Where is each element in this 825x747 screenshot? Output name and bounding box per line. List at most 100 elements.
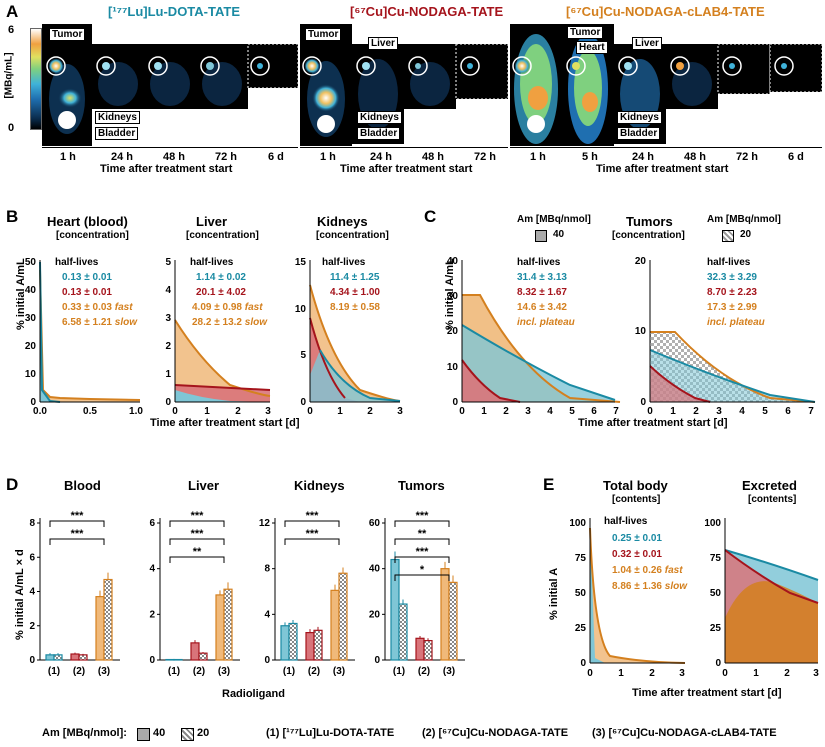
d1-sig-bracket-1 bbox=[49, 538, 105, 545]
g3-t1: 5 h bbox=[582, 151, 598, 163]
legend-am1-swatch bbox=[137, 728, 150, 741]
d2-cat-2: (3) bbox=[218, 666, 230, 677]
d3-ytick-0: 0 bbox=[264, 655, 270, 666]
c1-xtick-3: 3 bbox=[525, 406, 531, 417]
d2-ytick-1: 2 bbox=[149, 609, 155, 620]
c1-ytick-2: 20 bbox=[447, 326, 459, 337]
d4-sig-3: * bbox=[420, 564, 425, 576]
e2-xtick-2: 2 bbox=[784, 668, 790, 679]
b2-ytick-3: 3 bbox=[165, 313, 171, 324]
d3-bar-40-2 bbox=[330, 589, 340, 661]
g2-t1: 24 h bbox=[370, 151, 393, 163]
d1-cat-1: (2) bbox=[73, 666, 85, 677]
d2-sig-bracket-0 bbox=[169, 520, 225, 527]
d1-ytick-0: 0 bbox=[29, 655, 35, 666]
d1-ytick-2: 4 bbox=[29, 587, 35, 598]
c2-hl-1: 8.70 ± 2.23 bbox=[707, 287, 757, 298]
g3-t3: 48 h bbox=[684, 151, 707, 163]
e-ylabel: % initial A bbox=[548, 567, 560, 620]
b1-title: Heart (blood) bbox=[47, 214, 128, 229]
b1-ytick-1: 10 bbox=[25, 369, 37, 380]
d1-cat-0: (1) bbox=[48, 666, 60, 677]
b2-hl-3: 28.2 ± 13.2 slow bbox=[192, 317, 267, 328]
g1-bladder-label: Bladder bbox=[95, 127, 139, 140]
d2-cat-1: (2) bbox=[193, 666, 205, 677]
g3-heart-label: Heart bbox=[576, 41, 608, 54]
imaging-strip bbox=[42, 24, 822, 146]
d4-ytick-1: 20 bbox=[369, 609, 381, 620]
b1-ytick-4: 40 bbox=[25, 285, 37, 296]
group3-images bbox=[510, 24, 822, 146]
e-hl-0: 0.25 ± 0.01 bbox=[612, 533, 662, 544]
b1-hl-0: 0.13 ± 0.01 bbox=[62, 272, 112, 283]
panel-e-letter: E bbox=[543, 475, 555, 494]
e2-ytick-0: 0 bbox=[715, 658, 721, 669]
b2-xtick-0: 0 bbox=[172, 406, 178, 417]
b3-xtick-2: 2 bbox=[367, 406, 373, 417]
legend-item-1: (1) [¹⁷⁷Lu]Lu-DOTA-TATE bbox=[266, 727, 395, 739]
b3-hl-2: 8.19 ± 0.58 bbox=[330, 302, 380, 313]
d2-ytick-2: 4 bbox=[149, 564, 155, 575]
c2-xtick-3: 3 bbox=[716, 406, 722, 417]
b3-ytick-1: 5 bbox=[300, 350, 306, 361]
d3-title: Kidneys bbox=[294, 478, 345, 493]
d3-bar-40-1 bbox=[305, 631, 315, 661]
panel-e-plots: 0 25 50 75 100 0 1 2 3 0 25 50 75 100 0 … bbox=[569, 518, 819, 679]
g3-t2: 24 h bbox=[632, 151, 655, 163]
b1-xtick-1: 0.5 bbox=[83, 406, 97, 417]
b1-sub: [concentration] bbox=[56, 230, 129, 241]
d2-bar-20-1 bbox=[198, 652, 208, 661]
b2-hl-2: 4.09 ± 0.98 fast bbox=[192, 302, 263, 313]
b1-ytick-5: 50 bbox=[25, 257, 37, 268]
g3-tumor-label: Tumor bbox=[567, 26, 604, 39]
d2-sig-0: *** bbox=[191, 510, 205, 522]
c1-hl-2: 14.6 ± 3.42 bbox=[517, 302, 567, 313]
g1-t1: 24 h bbox=[111, 151, 134, 163]
b-xlabel: Time after treatment start [d] bbox=[150, 417, 300, 429]
d1-cat-2: (3) bbox=[98, 666, 110, 677]
g3-liver-label: Liver bbox=[632, 37, 662, 50]
panel-d-letter: D bbox=[6, 475, 19, 494]
d3-cat-2: (3) bbox=[333, 666, 345, 677]
g3-kidneys-label: Kidneys bbox=[617, 111, 662, 124]
g1-axis bbox=[42, 147, 298, 148]
c2-ytick-1: 10 bbox=[635, 326, 647, 337]
d1-bar-20-0 bbox=[53, 654, 63, 661]
b3-xtick-3: 3 bbox=[397, 406, 403, 417]
d2-cat-0: (1) bbox=[168, 666, 180, 677]
c1-hl-1: 8.32 ± 1.67 bbox=[517, 287, 567, 298]
d4-cat-1: (2) bbox=[418, 666, 430, 677]
d3-bar-20-0 bbox=[288, 622, 298, 661]
c1-ytick-0: 0 bbox=[452, 397, 458, 408]
g3-axis bbox=[510, 147, 822, 148]
g3-t4: 72 h bbox=[736, 151, 759, 163]
c1-plot: 0 10 20 30 40 0 1 2 3 4 5 6 7 bbox=[447, 256, 621, 417]
c2-xtick-1: 1 bbox=[670, 406, 676, 417]
legend-am1: 40 bbox=[153, 727, 166, 739]
b3-sub: [concentration] bbox=[316, 230, 389, 241]
d4-ytick-3: 60 bbox=[369, 518, 381, 529]
g2-t0: 1 h bbox=[320, 151, 336, 163]
g1-t4: 6 d bbox=[268, 151, 284, 163]
legend-am2-swatch bbox=[181, 728, 194, 741]
colorbar bbox=[30, 28, 42, 130]
panel-b-letter: B bbox=[6, 207, 19, 226]
e1-ytick-1: 25 bbox=[575, 623, 587, 634]
b1-hl-2: 0.33 ± 0.03 fast bbox=[62, 302, 133, 313]
b3-title: Kidneys bbox=[317, 214, 368, 229]
d3-sig-bracket-0 bbox=[284, 520, 340, 527]
c2-xtick-6: 6 bbox=[785, 406, 791, 417]
e2-xtick-3: 3 bbox=[813, 668, 819, 679]
c2-xtick-0: 0 bbox=[647, 406, 653, 417]
d1-bar-40-0 bbox=[45, 654, 55, 661]
b1-ytick-0: 0 bbox=[30, 397, 36, 408]
e2-title: Excreted bbox=[742, 478, 797, 493]
c1-xtick-0: 0 bbox=[459, 406, 465, 417]
c2-plot: 0 10 20 0 1 2 3 4 5 6 7 bbox=[635, 256, 816, 417]
g2-xlabel: Time after treatment start bbox=[340, 163, 473, 175]
c2-hl-0: 32.3 ± 3.29 bbox=[707, 272, 757, 283]
d1-bar-20-1 bbox=[78, 654, 88, 661]
d4-sig-bracket-1 bbox=[394, 538, 450, 545]
d3-bar-20-1 bbox=[313, 629, 323, 661]
b2-xtick-2: 2 bbox=[235, 406, 241, 417]
